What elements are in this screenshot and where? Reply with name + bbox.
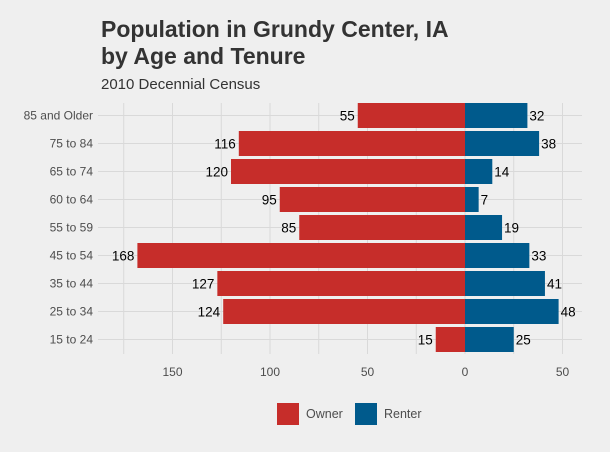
bar-renter-0	[465, 103, 528, 128]
data-label-renter-2: 14	[494, 165, 510, 180]
y-tick-label: 60 to 64	[50, 193, 94, 207]
bar-owner-7	[223, 299, 465, 324]
x-tick-label: 50	[556, 365, 570, 379]
y-tick-label: 45 to 54	[50, 249, 94, 263]
bar-owner-5	[137, 243, 465, 268]
x-tick-label: 50	[361, 365, 375, 379]
bar-renter-3	[465, 187, 479, 212]
data-label-renter-3: 7	[481, 193, 489, 208]
data-label-renter-6: 41	[547, 277, 562, 292]
bar-owner-6	[217, 271, 465, 296]
bars	[137, 103, 559, 352]
data-label-owner-1: 116	[214, 137, 236, 152]
data-label-renter-1: 38	[541, 137, 556, 152]
bar-renter-6	[465, 271, 545, 296]
legend: Owner Renter	[277, 403, 422, 425]
bar-owner-2	[231, 159, 465, 184]
data-label-renter-5: 33	[531, 249, 546, 264]
y-tick-label: 75 to 84	[50, 137, 94, 151]
chart-title-line-2: by Age and Tenure	[101, 43, 305, 69]
y-tick-label: 85 and Older	[24, 109, 93, 123]
bar-owner-3	[279, 187, 465, 212]
data-label-owner-2: 120	[205, 165, 228, 180]
data-label-owner-4: 85	[281, 221, 296, 236]
y-tick-label: 25 to 34	[50, 305, 94, 319]
data-label-renter-4: 19	[504, 221, 519, 236]
bar-renter-5	[465, 243, 530, 268]
legend-swatch-owner	[277, 403, 299, 425]
legend-label-renter: Renter	[384, 407, 422, 421]
legend-label-owner: Owner	[306, 407, 343, 421]
chart-title-line-1: Population in Grundy Center, IA	[101, 16, 449, 42]
data-label-owner-0: 55	[340, 109, 355, 124]
y-tick-label: 15 to 24	[50, 333, 94, 347]
x-tick-label: 100	[260, 365, 280, 379]
bar-renter-1	[465, 131, 540, 156]
bar-renter-7	[465, 299, 559, 324]
bar-owner-0	[357, 103, 465, 128]
y-tick-label: 55 to 59	[50, 221, 94, 235]
y-tick-label: 65 to 74	[50, 165, 94, 179]
x-axis-tick-labels: 150 100 50 0 50	[162, 365, 569, 379]
x-tick-label: 150	[162, 365, 182, 379]
bar-renter-4	[465, 215, 503, 240]
data-label-owner-6: 127	[192, 277, 215, 292]
y-axis-tick-labels: 85 and Older 75 to 84 65 to 74 60 to 64 55 t…	[24, 109, 94, 347]
bar-owner-4	[299, 215, 465, 240]
chart-subtitle: 2010 Decennial Census	[101, 76, 260, 93]
x-tick-label: 0	[462, 365, 469, 379]
data-label-renter-7: 48	[561, 305, 576, 320]
data-label-owner-7: 124	[198, 305, 221, 320]
data-label-owner-3: 95	[262, 193, 277, 208]
bar-owner-1	[238, 131, 465, 156]
data-label-renter-8: 25	[516, 333, 531, 348]
data-label-owner-5: 168	[112, 249, 135, 264]
bar-owner-8	[435, 327, 465, 352]
data-label-renter-0: 32	[529, 109, 544, 124]
data-label-owner-8: 15	[418, 333, 433, 348]
legend-swatch-renter	[355, 403, 377, 425]
bar-renter-8	[465, 327, 514, 352]
bar-renter-2	[465, 159, 493, 184]
y-tick-label: 35 to 44	[50, 277, 94, 291]
